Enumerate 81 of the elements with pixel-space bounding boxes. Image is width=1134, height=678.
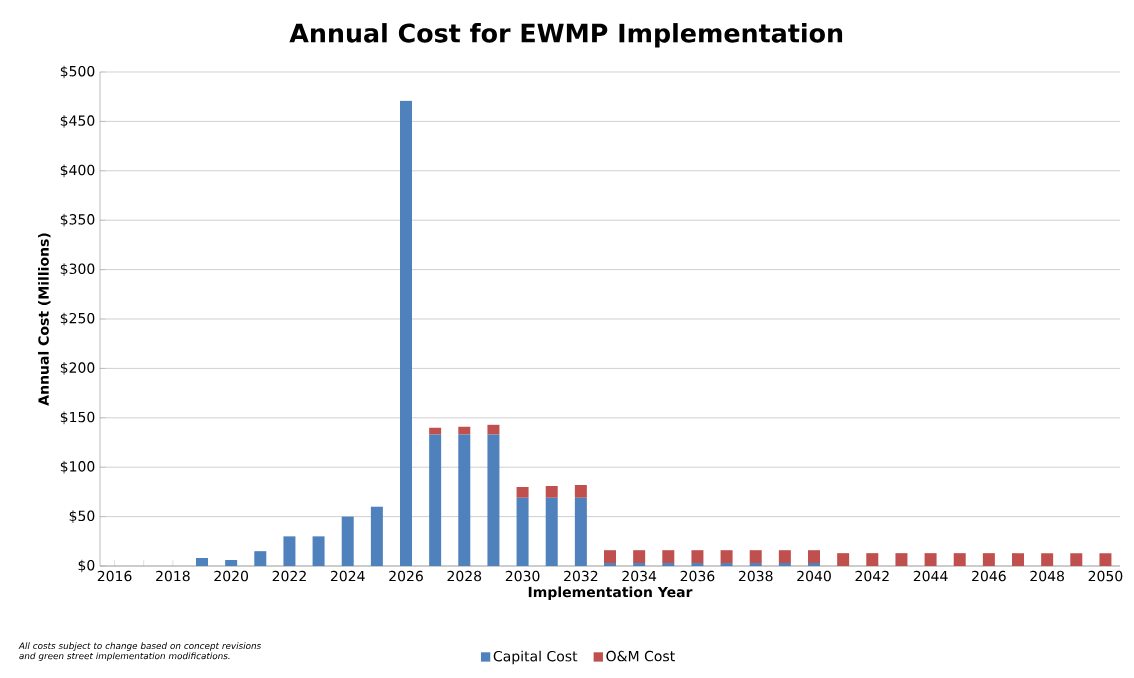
bar	[458, 434, 471, 566]
x-tick-label: 2024	[330, 570, 365, 582]
bar	[312, 536, 325, 566]
bar	[691, 550, 704, 564]
y-tick-label: $0	[78, 559, 95, 573]
y-tick-label: $100	[60, 460, 95, 474]
legend-label: Capital Cost	[493, 650, 578, 665]
y-tick-label: $300	[60, 263, 95, 276]
x-tick-label: 2030	[505, 570, 540, 582]
chart-title: Annual Cost for EWMP Implementation	[289, 23, 843, 48]
bar	[516, 497, 529, 566]
x-tick-label: 2046	[972, 570, 1006, 582]
x-tick-label: 2044	[913, 570, 948, 582]
legend-label: O&M Cost	[606, 650, 675, 662]
bar	[429, 434, 442, 566]
bar	[370, 506, 383, 566]
bar	[895, 553, 908, 566]
bar	[574, 484, 587, 498]
bar	[837, 553, 850, 566]
y-tick-label: $500	[60, 65, 95, 79]
y-tick-label: $250	[60, 312, 95, 326]
bar	[516, 486, 529, 498]
bar	[604, 550, 617, 564]
text: All costs subject to change based on concept revisions and green street implementation modifications.	[18, 642, 261, 661]
bar	[749, 563, 762, 566]
bar	[574, 497, 587, 566]
bar	[225, 560, 238, 566]
bar	[633, 550, 646, 564]
bar	[662, 563, 675, 566]
x-tick-label: 2034	[622, 570, 657, 582]
y-axis-title: Annual Cost (Millions)	[38, 233, 51, 406]
bar	[749, 550, 762, 564]
y-tick-label: $150	[60, 411, 95, 425]
bar	[1041, 553, 1054, 566]
x-tick-label: 2018	[156, 570, 190, 582]
bar	[283, 536, 296, 566]
bar	[778, 563, 791, 566]
x-tick-label: 2042	[855, 570, 889, 582]
x-tick-label: 2036	[680, 570, 715, 582]
bar	[1099, 553, 1112, 566]
x-tick-label: 2022	[272, 570, 306, 582]
x-tick-label: 2048	[1030, 570, 1064, 582]
y-tick-label: $400	[60, 164, 95, 178]
x-tick-label: 2016	[97, 570, 132, 582]
x-tick-label: 2038	[738, 570, 773, 582]
bar	[604, 563, 617, 566]
bar	[1070, 553, 1083, 566]
bar	[662, 550, 675, 564]
x-tick-label: 2020	[214, 570, 249, 582]
y-tick-label: $200	[60, 362, 95, 375]
bar	[953, 553, 966, 566]
y-tick-label: $50	[69, 510, 95, 523]
bar	[633, 563, 646, 566]
bar	[982, 553, 995, 566]
bar	[720, 563, 733, 566]
bar	[808, 563, 821, 566]
bar	[400, 100, 412, 566]
bar	[924, 553, 937, 566]
bar	[487, 434, 500, 566]
bar	[458, 426, 471, 435]
y-tick-label: $350	[60, 213, 95, 227]
x-tick-label: 2050	[1088, 570, 1123, 582]
bar	[429, 427, 442, 435]
bar	[196, 558, 208, 566]
x-tick-label: 2040	[797, 570, 831, 582]
bar	[487, 424, 500, 435]
bar	[1012, 553, 1025, 566]
bar	[808, 550, 821, 564]
bar	[341, 516, 354, 566]
bar	[778, 550, 791, 564]
x-tick-label: 2026	[389, 570, 423, 582]
bar	[866, 553, 879, 566]
x-tick-label: 2028	[447, 570, 482, 582]
bar	[691, 563, 704, 566]
bar	[545, 485, 558, 498]
bar	[545, 497, 558, 566]
bar	[720, 550, 733, 564]
y-tick-label: $450	[60, 115, 95, 128]
bar	[254, 551, 267, 566]
x-axis-title: Implementation Year	[528, 586, 693, 600]
x-tick-label: 2032	[564, 570, 598, 582]
